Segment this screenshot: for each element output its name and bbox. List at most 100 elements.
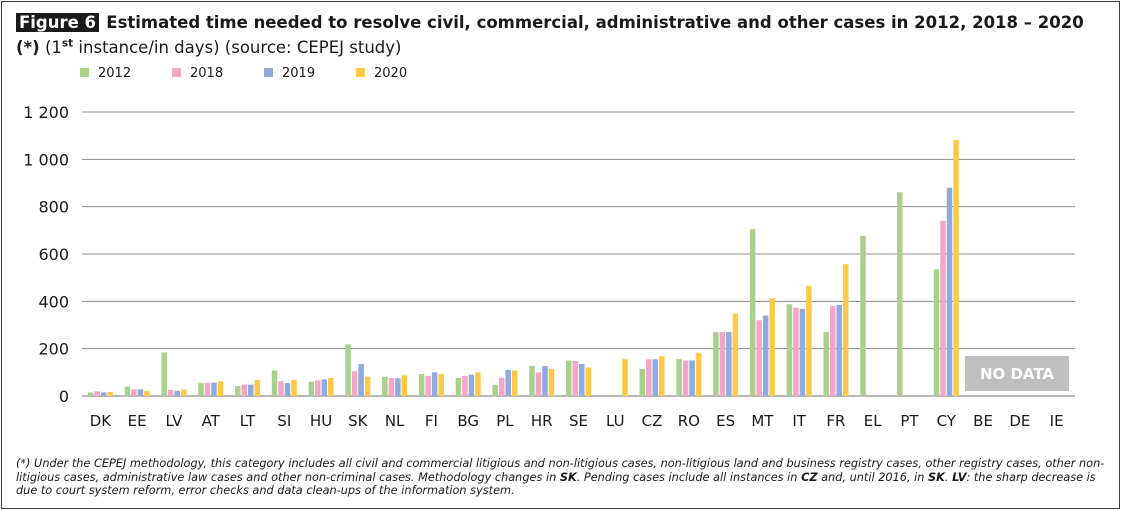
bar-LT-2020 [254,379,260,396]
bar-PL-2019 [505,369,511,396]
footnote-part-7: LV [952,470,967,484]
bar-BG-2012 [455,378,462,396]
bar-SK-2012 [345,344,351,396]
bar-MT-2018 [756,320,762,396]
bar-NL-2012 [382,376,388,396]
bar-AT-2012 [198,382,204,396]
bar-RO-2020 [695,352,702,396]
bar-ES-2020 [732,313,739,396]
bar-HU-2012 [308,381,315,396]
bar-DK-2019 [100,392,107,396]
bar-PL-2020 [511,370,518,396]
footnote: (*) Under the CEPEJ methodology, this ca… [16,457,1108,498]
y-tick-label: 0 [59,387,69,406]
bar-HR-2020 [548,368,555,396]
bar-MT-2019 [762,315,769,396]
bar-HU-2019 [321,379,328,396]
legend-swatch-2018 [172,68,181,77]
x-tick-label-ES: ES [716,412,735,430]
bar-SK-2019 [358,364,364,396]
chart-legend: 2012 2018 2019 2020 [80,66,407,81]
x-tick-label-IT: IT [792,412,806,430]
footnote-part-3: CZ [801,470,818,484]
bar-LT-2018 [241,384,247,396]
figure-title: Figure 6 Estimated time needed to resolv… [16,10,1111,60]
bar-RO-2019 [689,360,695,396]
x-tick-label-LT: LT [240,412,256,430]
figure-title-post: instance/in days) (source: CEPEJ study) [73,38,402,57]
bar-IT-2020 [806,285,812,396]
bar-EL-2012 [860,235,866,396]
bar-CY-2012 [933,269,940,396]
x-tick-label-SK: SK [348,412,369,430]
bar-FR-2019 [836,304,842,396]
figure-title-main: Estimated time needed to resolve civil, … [16,13,1084,57]
bar-RO-2018 [682,360,689,396]
bar-SI-2018 [278,381,284,396]
bar-HR-2012 [529,365,535,396]
figure-title-superscript: st [61,37,74,50]
legend-label-2018: 2018 [190,66,223,81]
bar-DK-2012 [87,392,94,396]
bar-SI-2012 [271,370,278,396]
bar-chart: 2012 2018 2019 2020 0 200 400 600 800 1 000 1 200… [23,66,1075,430]
bar-IT-2012 [786,304,793,396]
legend-swatch-2019 [264,68,273,77]
bar-HR-2018 [535,372,542,396]
bar-LV-2020 [180,389,187,396]
bar-BG-2020 [475,372,481,396]
x-tick-label-LV: LV [165,412,183,430]
no-data-annotation: NO DATA [965,356,1069,391]
footnote-part-0: (*) Under the CEPEJ methodology, this ca… [16,457,1105,484]
bar-ES-2019 [726,332,732,396]
y-tick-label: 1 000 [23,150,69,169]
x-tick-label-DK: DK [90,412,113,430]
x-tick-label-DE: DE [1009,412,1030,430]
x-tick-label-HR: HR [531,412,553,430]
bar-LV-2018 [167,390,174,396]
legend-swatch-2020 [356,68,365,77]
bar-LV-2012 [161,352,167,396]
bar-CZ-2012 [639,368,646,396]
bar-SE-2020 [585,367,591,396]
x-tick-label-NL: NL [385,412,405,430]
footnote-part-6: . [944,470,953,484]
bar-AT-2018 [204,382,211,396]
x-tick-label-CZ: CZ [642,412,663,430]
bar-NL-2020 [401,375,408,396]
x-tick-label-LU: LU [606,412,625,430]
y-tick-label: 400 [38,292,69,311]
bar-LV-2019 [174,390,180,396]
bar-CY-2018 [940,220,946,396]
footnote-part-5: SK [928,470,945,484]
legend-swatch-2012 [80,68,89,77]
bar-IT-2018 [793,307,799,396]
x-tick-label-EE: EE [128,412,147,430]
x-tick-label-AT: AT [202,412,221,430]
y-tick-label: 1 200 [23,103,69,122]
x-tick-label-FI: FI [425,412,438,430]
bar-SE-2019 [579,364,585,396]
bar-FI-2020 [438,373,444,396]
y-tick-label: 600 [38,245,69,264]
bar-LT-2019 [248,384,254,396]
bar-FI-2012 [418,373,425,396]
bar-DK-2020 [107,391,113,396]
no-data-box [965,356,1069,391]
x-tick-label-PT: PT [900,412,919,430]
bar-EE-2019 [137,389,144,396]
bar-NL-2019 [395,378,401,396]
bar-SE-2012 [566,360,572,396]
bar-MT-2020 [769,298,775,396]
legend-label-2020: 2020 [374,66,407,81]
figure-label: Figure 6 [16,13,100,32]
x-tick-label-BE: BE [973,412,993,430]
bar-LT-2012 [235,386,241,396]
bar-SK-2020 [364,376,371,396]
bar-HU-2020 [328,378,334,396]
x-tick-label-EL: EL [864,412,882,430]
bar-CZ-2019 [652,359,659,396]
no-data-label: NO DATA [980,365,1054,383]
x-tick-label-SI: SI [277,412,291,430]
bar-FI-2018 [425,375,431,396]
